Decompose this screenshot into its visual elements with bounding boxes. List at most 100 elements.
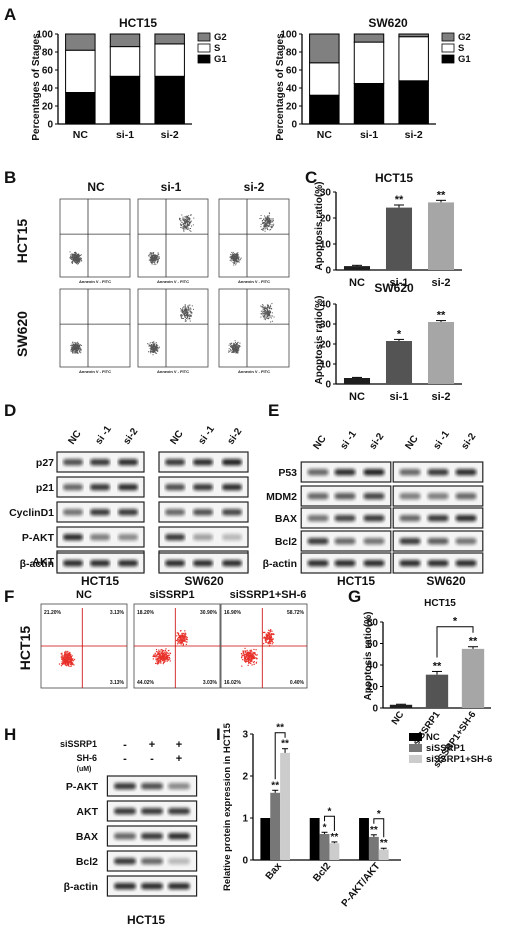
- flow-b-plot-r0-c1-event: [179, 223, 181, 225]
- flow-f-plot-2-event: [248, 651, 250, 653]
- flow-b-plot-r0-c0-event: [76, 262, 78, 264]
- flow-b-plot-r0-c2-event: [237, 258, 239, 260]
- flow-f-plot-1-event: [162, 656, 164, 659]
- flow-b-plot-r0-c1-event: [188, 224, 190, 226]
- flow-f-plot-1-event: [169, 652, 172, 655]
- flow-f-col-nc: NC: [76, 589, 92, 601]
- flow-b-plot-r1-c0-event: [77, 349, 79, 351]
- chart-i-bar: [319, 833, 330, 860]
- flow-b-plot-r0-c1-event: [156, 254, 158, 256]
- flow-b-plot-r1-c0-event: [74, 346, 76, 348]
- flow-f-plot-1-event: [161, 660, 164, 662]
- flow-b-plot-r0-c0-event: [78, 255, 80, 257]
- flow-b-plot-r0-c2-event: [229, 256, 231, 258]
- flow-b-plot-r0-c1-event: [186, 223, 188, 225]
- chart-a-hct15-ytick-label: 100: [36, 30, 53, 41]
- flow-f-plot-0-event: [63, 653, 66, 656]
- flow-b-plot-r0-c2-event: [266, 223, 268, 225]
- chart-a-hct15-legend-swatch: [197, 54, 211, 64]
- flow-b-plot-r0-c0-event: [73, 259, 75, 261]
- flow-b-plot-r0-c1-event: [153, 264, 155, 266]
- chart-a-sw620-ylabel: Percentages of Stages: [275, 33, 286, 141]
- flow-b-plot-r0-c1-event: [183, 223, 185, 225]
- chart-a-hct15-bar-s: [109, 46, 141, 77]
- blot-d-group-hct15: HCT15: [81, 574, 119, 588]
- blot-d-band: [165, 459, 185, 466]
- flow-b-plot-r0-c1-event: [180, 226, 182, 228]
- flow-f-plot-0: 21.20% 3.13%3.13%: [40, 603, 128, 689]
- flow-b-plot-r0-c1-event: [188, 219, 190, 221]
- flow-b-plot-r1-c2-event: [234, 350, 236, 352]
- flow-b-plot-r0-c2-event: [235, 257, 237, 259]
- panel-letter-c: C: [305, 168, 317, 187]
- flow-b-plot-r0-c1-event: [183, 228, 185, 230]
- flow-b-plot-r1-c0-event: [70, 350, 72, 352]
- flow-b-plot-r0-c0-event: [72, 258, 74, 260]
- flow-f-plot-0-event: [70, 661, 73, 663]
- flow-b-plot-r0-c0-event: [73, 255, 75, 257]
- flow-b-plot-r1-c2-event: [267, 305, 269, 307]
- flow-f-plot-1-event: [155, 659, 157, 661]
- flow-f-plot-1-event: [184, 630, 186, 632]
- blot-h-band: [168, 883, 190, 890]
- flow-f-plot-2-event: [270, 630, 272, 632]
- chart-c-hct15-significance: **: [437, 189, 446, 201]
- chart-i-bracket: [324, 815, 335, 831]
- flow-b-plot-r0-c2-event: [267, 219, 269, 221]
- flow-b-plot-r1-c1-event: [185, 308, 187, 310]
- panel-letter-f: F: [4, 587, 14, 606]
- flow-b-plot-r1-c2-event: [266, 311, 268, 313]
- flow-b-plot-r1-c2-event: [265, 307, 267, 309]
- flow-b-plot-r0-c2-event: [265, 224, 267, 226]
- flow-b-plot-r0-c2-event: [240, 257, 242, 259]
- flow-f-plot-2-event: [266, 636, 268, 638]
- flow-b-plot-r1-c1-event: [186, 317, 188, 319]
- blot-h-mark-0-1: +: [149, 739, 155, 751]
- flow-f-plot-1-event: [167, 654, 169, 657]
- flow-f-plot-1-event: [182, 633, 184, 635]
- flow-row-label-sw620: SW620: [14, 311, 30, 357]
- flow-b-plot-r0-c2-event: [265, 223, 267, 225]
- flow-b-plot-r1-c0-event: [80, 352, 82, 354]
- flow-b-plot-r1-c1-event: [151, 349, 153, 351]
- flow-b-plot-r1-c0-event: [75, 350, 77, 352]
- chart-c-sw620-xtick-label: si-1: [390, 391, 409, 403]
- flow-b-plot-r1-c1-event: [187, 310, 189, 312]
- chart-g-ylabel: Apoptosis ratio(%): [363, 612, 374, 701]
- blot-e-row-label: P53: [278, 467, 297, 479]
- flow-f-plot-1-event: [185, 643, 188, 646]
- flow-f-plot-1-event: [181, 639, 183, 641]
- blot-e-band: [399, 560, 421, 567]
- flow-f-plot-0-event: [65, 654, 68, 656]
- flow-f-plot-1-event: [177, 633, 180, 636]
- flow-f-col-sissrp1: siSSRP1: [149, 589, 194, 601]
- blot-d-group-sw620: SW620: [184, 574, 224, 588]
- chart-i-bracket: [274, 732, 286, 780]
- flow-f-plot-1-event: [176, 632, 178, 634]
- flow-f-plot-2-event: [267, 637, 270, 639]
- flow-b-plot-r0-c2-event: [264, 220, 266, 222]
- flow-f-plot-1-event: [177, 637, 179, 640]
- flow-f-plot-1-event: [155, 662, 157, 664]
- flow-b-plot-r0-c0-event: [72, 257, 74, 259]
- blot-d-band: [63, 560, 83, 567]
- flow-b-plot-r1-c2-event: [237, 344, 239, 346]
- flow-b-plot-r0-c2-event: [231, 257, 233, 259]
- flow-b-plot-r0-c0-event: [80, 258, 82, 260]
- chart-g-ytick-label: 0: [372, 704, 378, 715]
- flow-b-plot-r0-c2-event: [268, 221, 270, 223]
- flow-b-plot-r1-c1-event: [188, 304, 190, 306]
- flow-b-plot-r0-c0-event: [78, 254, 80, 256]
- flow-b-plot-r1-c2-event: [235, 346, 237, 348]
- flow-b-plot-r1-c0-event: [74, 346, 76, 348]
- flow-b-plot-r1-c2-event: [261, 313, 263, 315]
- chart-c-hct15-xtick-label: si-1: [390, 277, 409, 289]
- flow-f-plot-1-event: [165, 656, 167, 658]
- flow-b-plot-r1-c2-event: [235, 352, 237, 354]
- flow-b-plot-r0-c1-event: [185, 227, 187, 229]
- flow-f-plot-2-event: [263, 636, 265, 639]
- flow-b-plot-r1-c1-event: [151, 348, 153, 350]
- flow-b-plot-r0-c1-event: [152, 256, 154, 258]
- flow-b-plot-r1-c1-event: [157, 350, 159, 352]
- chart-a-hct15-ytick-label: 40: [42, 84, 54, 95]
